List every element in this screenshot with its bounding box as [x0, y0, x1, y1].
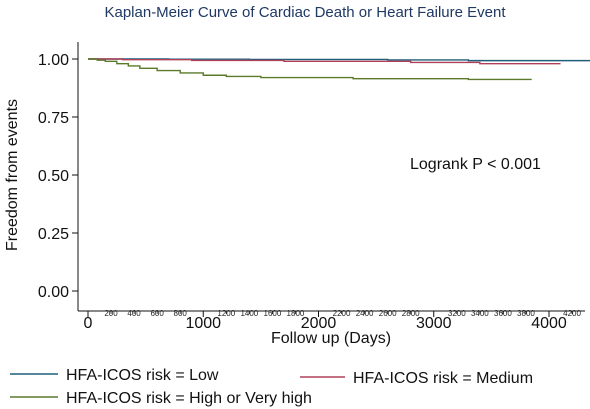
x-major-tick-label: 2000: [301, 315, 337, 332]
x-major-tick-label: 3000: [416, 315, 452, 332]
x-minor-tick-label: 1400: [240, 309, 258, 318]
x-minor-tick-label: 800: [174, 309, 188, 318]
legend-label-low: HFA-ICOS risk = Low: [66, 367, 219, 384]
y-tick-label: 0.50: [38, 168, 69, 185]
y-tick-label: 1.00: [38, 52, 69, 69]
x-major-tick-label: 0: [84, 315, 93, 332]
x-minor-tick-label: 200: [104, 309, 118, 318]
y-tick-label: 0.75: [38, 110, 69, 127]
x-minor-tick-label: 1600: [264, 309, 282, 318]
x-minor-tick-label: 2800: [402, 309, 420, 318]
legend: HFA-ICOS risk = Low HFA-ICOS risk = Medi…: [10, 367, 533, 407]
series-lines: [88, 58, 590, 81]
y-tick-label: 0.25: [38, 226, 69, 243]
x-axis-label: Follow up (Days): [271, 330, 391, 347]
x-minor-tick-label: 1200: [217, 309, 235, 318]
x-minor-tick-label: 1800: [287, 309, 305, 318]
x-major-tick-label: 1000: [185, 315, 221, 332]
x-minor-tick-label: 400: [127, 309, 141, 318]
series-line-1: [88, 58, 561, 65]
y-axis-label: Freedom from events: [4, 99, 21, 251]
plot-frame: [77, 42, 585, 312]
y-axis-ticks: 0.00 0.25 0.50 0.75 1.00: [38, 52, 78, 301]
x-minor-tick-label: 3800: [517, 309, 535, 318]
logrank-annotation: Logrank P < 0.001: [410, 156, 541, 173]
x-minor-tick-label: 2400: [356, 309, 374, 318]
x-minor-tick-label: 2200: [333, 309, 351, 318]
x-minor-tick-label: 4200: [563, 309, 581, 318]
x-minor-tick-label: 3400: [471, 309, 489, 318]
x-major-tick-label: 4000: [531, 315, 567, 332]
x-axis-ticks: 0 1000 2000 3000 4000 200 400 600 800 1200 1400 160…: [84, 309, 582, 332]
legend-label-high: HFA-ICOS risk = High or Very high: [66, 390, 312, 407]
chart-title: Kaplan-Meier Curve of Cardiac Death or H…: [104, 4, 506, 21]
y-tick-label: 0.00: [38, 284, 69, 301]
series-line-2: [88, 58, 532, 81]
x-minor-tick-label: 600: [150, 309, 164, 318]
legend-label-medium: HFA-ICOS risk = Medium: [353, 370, 533, 387]
x-minor-tick-label: 3200: [448, 309, 466, 318]
x-minor-tick-label: 2600: [379, 309, 397, 318]
x-minor-tick-label: 3600: [494, 309, 512, 318]
